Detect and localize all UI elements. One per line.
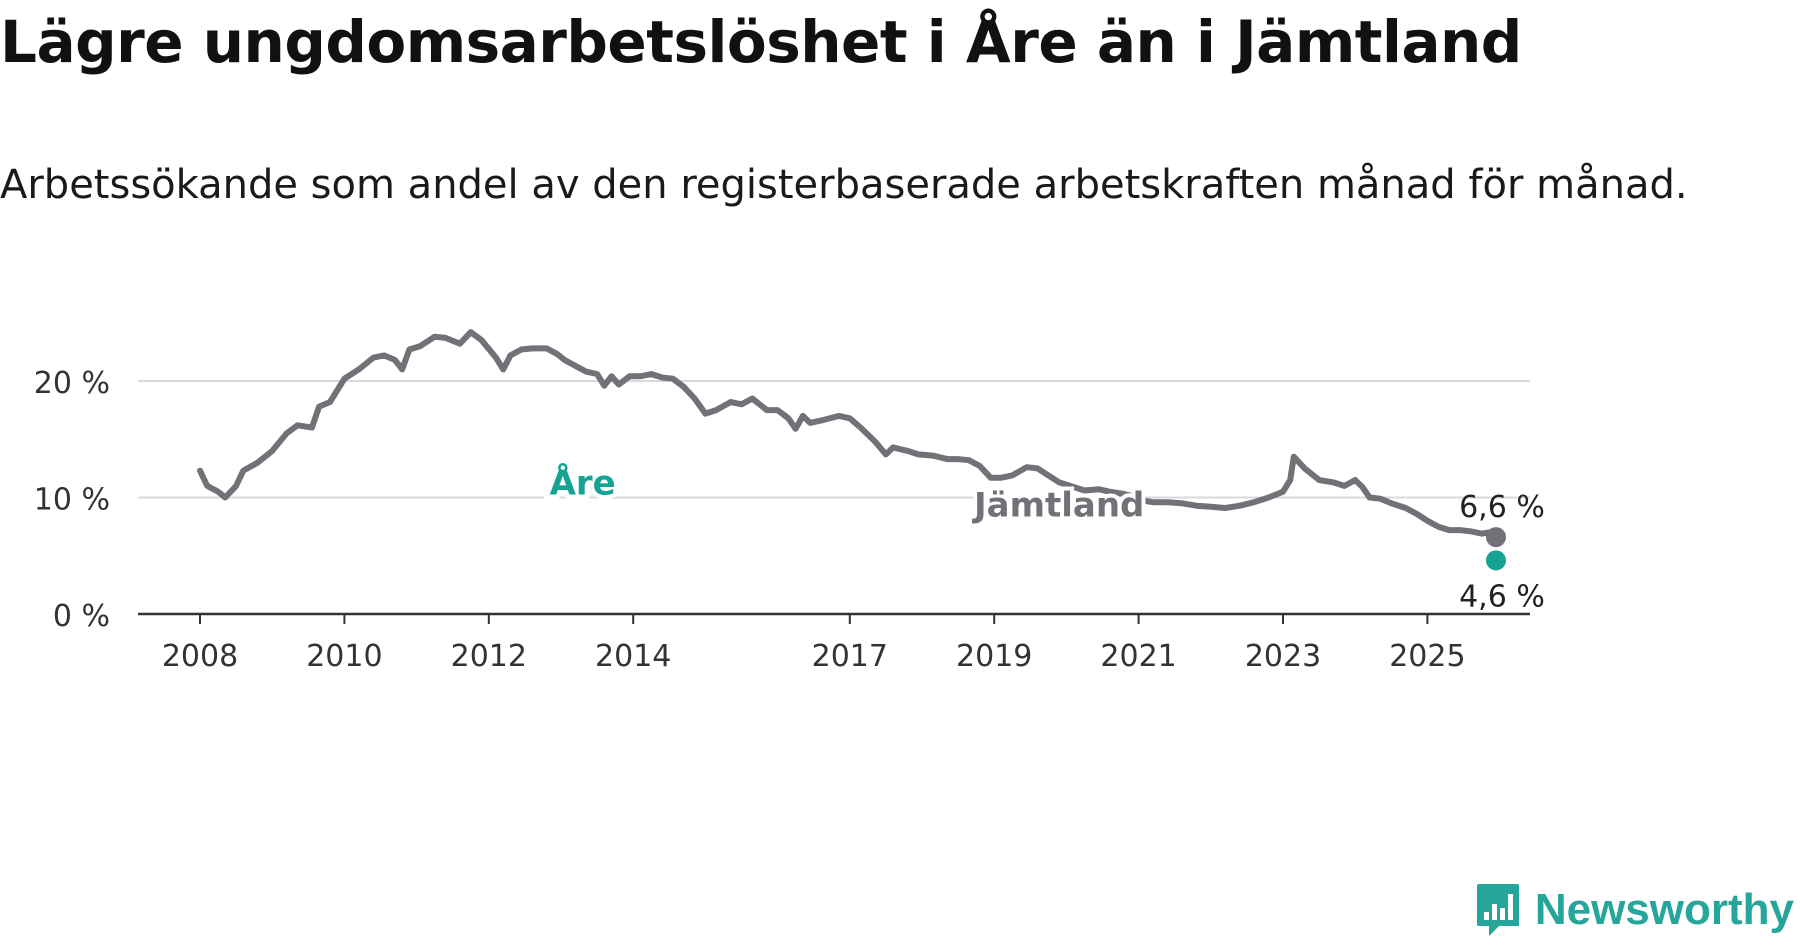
end-point-are [1485,550,1506,571]
end-label-jamtland: 6,6 % [1459,490,1545,525]
newsworthy-logo-icon [1476,884,1519,936]
x-tick-label: 2021 [1100,639,1176,674]
x-tick-label: 2010 [306,639,382,674]
newsworthy-brand[interactable]: Newsworthy [1475,882,1794,938]
x-tick-label: 2014 [595,639,671,674]
chart-title: Lägre ungdomsarbetslöshet i Åre än i Jäm… [0,8,1522,76]
x-tick-label: 2008 [162,639,238,674]
series-label-jamtland: Jämtland [972,485,1144,525]
x-tick-label: 2017 [812,639,888,674]
x-tick-label: 2012 [451,639,527,674]
x-tick-label: 2025 [1389,639,1465,674]
end-label-are: 4,6 % [1459,579,1545,614]
x-tick-label: 2019 [956,639,1032,674]
brand-name: Newsworthy [1534,885,1794,934]
end-point-jamtland [1485,527,1506,548]
series-line-jamtland [197,329,1499,541]
series-label-are: Åre [550,462,616,503]
x-tick-label: 2023 [1245,639,1321,674]
y-tick-label: 20 % [34,366,110,401]
chart-subtitle: Arbetssökande som andel av den registerb… [0,162,1688,208]
y-tick-label: 10 % [34,483,110,518]
y-tick-label: 0 % [53,599,110,634]
